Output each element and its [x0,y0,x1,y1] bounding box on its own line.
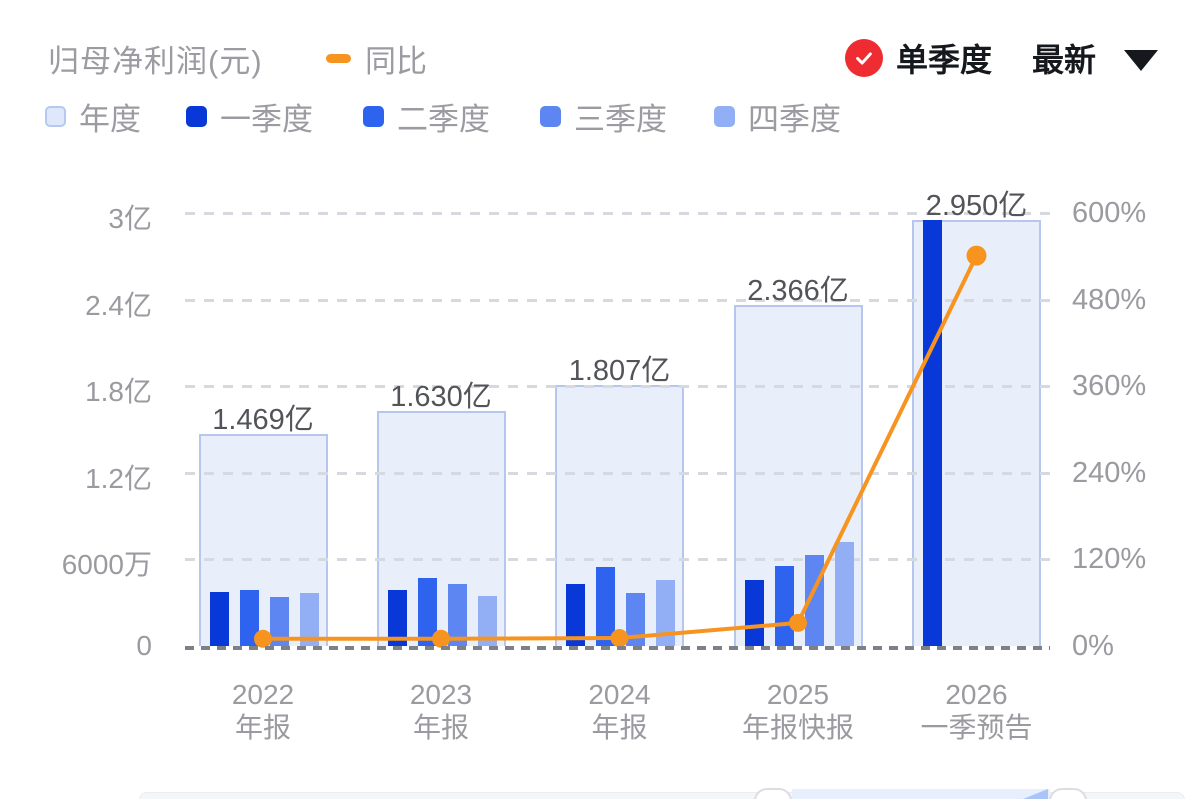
q2-bar-2023[interactable] [417,578,437,646]
q1-bar-2026[interactable] [923,220,942,646]
legend-item-q3[interactable]: 三季度 [540,96,667,137]
annual-value-label: 1.630亿 [390,380,492,413]
q3-bar-2022[interactable] [269,596,289,646]
y-axis-tick-right: 600% [1072,197,1147,229]
x-axis-label-2025: 2025 年报快报 [678,678,918,744]
chart-title: 归母净利润(元) [48,44,263,79]
x-label-year: 2025 [766,679,830,710]
annual-value-label: 2.366亿 [747,274,849,307]
yoy-legend-item[interactable]: 同比 [326,36,427,80]
x-label-report-type: 年报 [591,712,648,743]
x-label-report-type: 年报 [412,712,469,743]
datazoom-right-handle[interactable] [1049,788,1087,799]
y-axis-tick-left: 2.4亿 [85,289,152,321]
yoy-point-2024[interactable] [610,629,629,648]
x-label-report-type: 年报快报 [741,712,854,743]
y-axis-tick-left: 0 [136,630,152,661]
quarter-mode-controls: 单季度 最新 [844,35,1158,81]
x-label-year: 2022 [231,679,295,710]
y-axis-tick-right: 360% [1072,370,1147,403]
yoy-point-2022[interactable] [254,629,272,648]
y-axis-tick-left: 1.8亿 [85,376,152,408]
legend-item-q4[interactable]: 四季度 [714,96,841,137]
gridline [185,212,1050,215]
yoy-line-path [263,254,979,641]
annual-value-label: 2.950亿 [925,190,1028,223]
q1-bar-2025[interactable] [744,579,764,646]
x-label-year: 2024 [588,679,651,710]
x-axis-label-2023: 2023 年报 [321,678,561,744]
legend-label: 四季度 [748,101,841,137]
x-axis-label-2024: 2024 年报 [500,678,740,744]
legend-item-q1[interactable]: 一季度 [186,96,313,137]
datazoom-left-handle[interactable] [754,788,792,799]
q4-bar-2024[interactable] [656,580,675,646]
gridline [185,385,1050,389]
q2-swatch [363,105,384,127]
x-label-report-type: 年报 [234,712,291,743]
chart-header: 归母净利润(元) 同比 单季度 最新 [0,36,1200,80]
y-axis-tick-left: 3亿 [108,203,152,234]
latest-dropdown[interactable]: 最新 [1032,35,1158,81]
annual-value-label: 1.469亿 [212,403,314,436]
x-label-report-type: 一季预告 [920,712,1033,743]
yoy-point-2025[interactable] [789,613,807,632]
gridline [185,298,1050,302]
q4-bar-2025[interactable] [834,541,854,646]
y-axis-tick-right: 120% [1072,543,1147,576]
bar-legend: 年度 一季度 二季度 三季度 四季度 [0,96,1200,137]
q3-swatch [540,105,561,127]
latest-dropdown-value: 最新 [1031,42,1096,78]
q4-bar-2022[interactable] [299,593,319,646]
annual-swatch [45,105,66,127]
legend-label: 二季度 [397,101,490,137]
legend-label: 一季度 [220,101,313,137]
q3-bar-2024[interactable] [626,592,645,646]
q1-bar-2024[interactable] [566,583,585,646]
yoy-line-swatch [326,53,351,63]
q2-bar-2022[interactable] [239,589,259,646]
check-icon [856,52,872,65]
x-axis-baseline [185,646,1050,650]
yoy-point-2026[interactable] [966,245,987,266]
annual-value-label: 1.807亿 [568,355,671,388]
q4-swatch [714,105,735,127]
x-label-year: 2026 [945,679,1008,710]
single-quarter-label[interactable]: 单季度 [895,42,992,78]
chevron-down-icon [1124,49,1158,71]
q1-bar-2023[interactable] [387,590,407,646]
legend-item-q2[interactable]: 二季度 [363,96,490,137]
yoy-legend-label: 同比 [365,43,427,79]
yoy-point-2023[interactable] [432,629,450,648]
q3-bar-2023[interactable] [447,583,467,646]
datazoom-window[interactable] [792,789,1050,799]
q4-bar-2023[interactable] [477,596,497,646]
y-axis-tick-left: 1.2亿 [85,462,152,494]
x-axis-label-2026: 2026 一季预告 [857,678,1097,744]
legend-label: 年度 [79,101,141,137]
y-axis-tick-left: 6000万 [61,549,152,581]
y-axis-tick-right: 240% [1072,456,1147,489]
gridline [185,471,1050,475]
legend-label: 三季度 [574,101,667,137]
legend-item-annual[interactable]: 年度 [45,96,141,137]
x-axis-label-2022: 2022 年报 [143,678,383,744]
q1-swatch [186,105,207,127]
y-axis-tick-right: 480% [1072,283,1147,316]
gridline [185,558,1050,562]
q1-bar-2022[interactable] [209,592,229,646]
q2-bar-2024[interactable] [596,566,615,646]
single-quarter-checkbox[interactable] [844,39,883,77]
x-label-year: 2023 [409,679,473,710]
y-axis-tick-right: 0% [1072,630,1114,662]
